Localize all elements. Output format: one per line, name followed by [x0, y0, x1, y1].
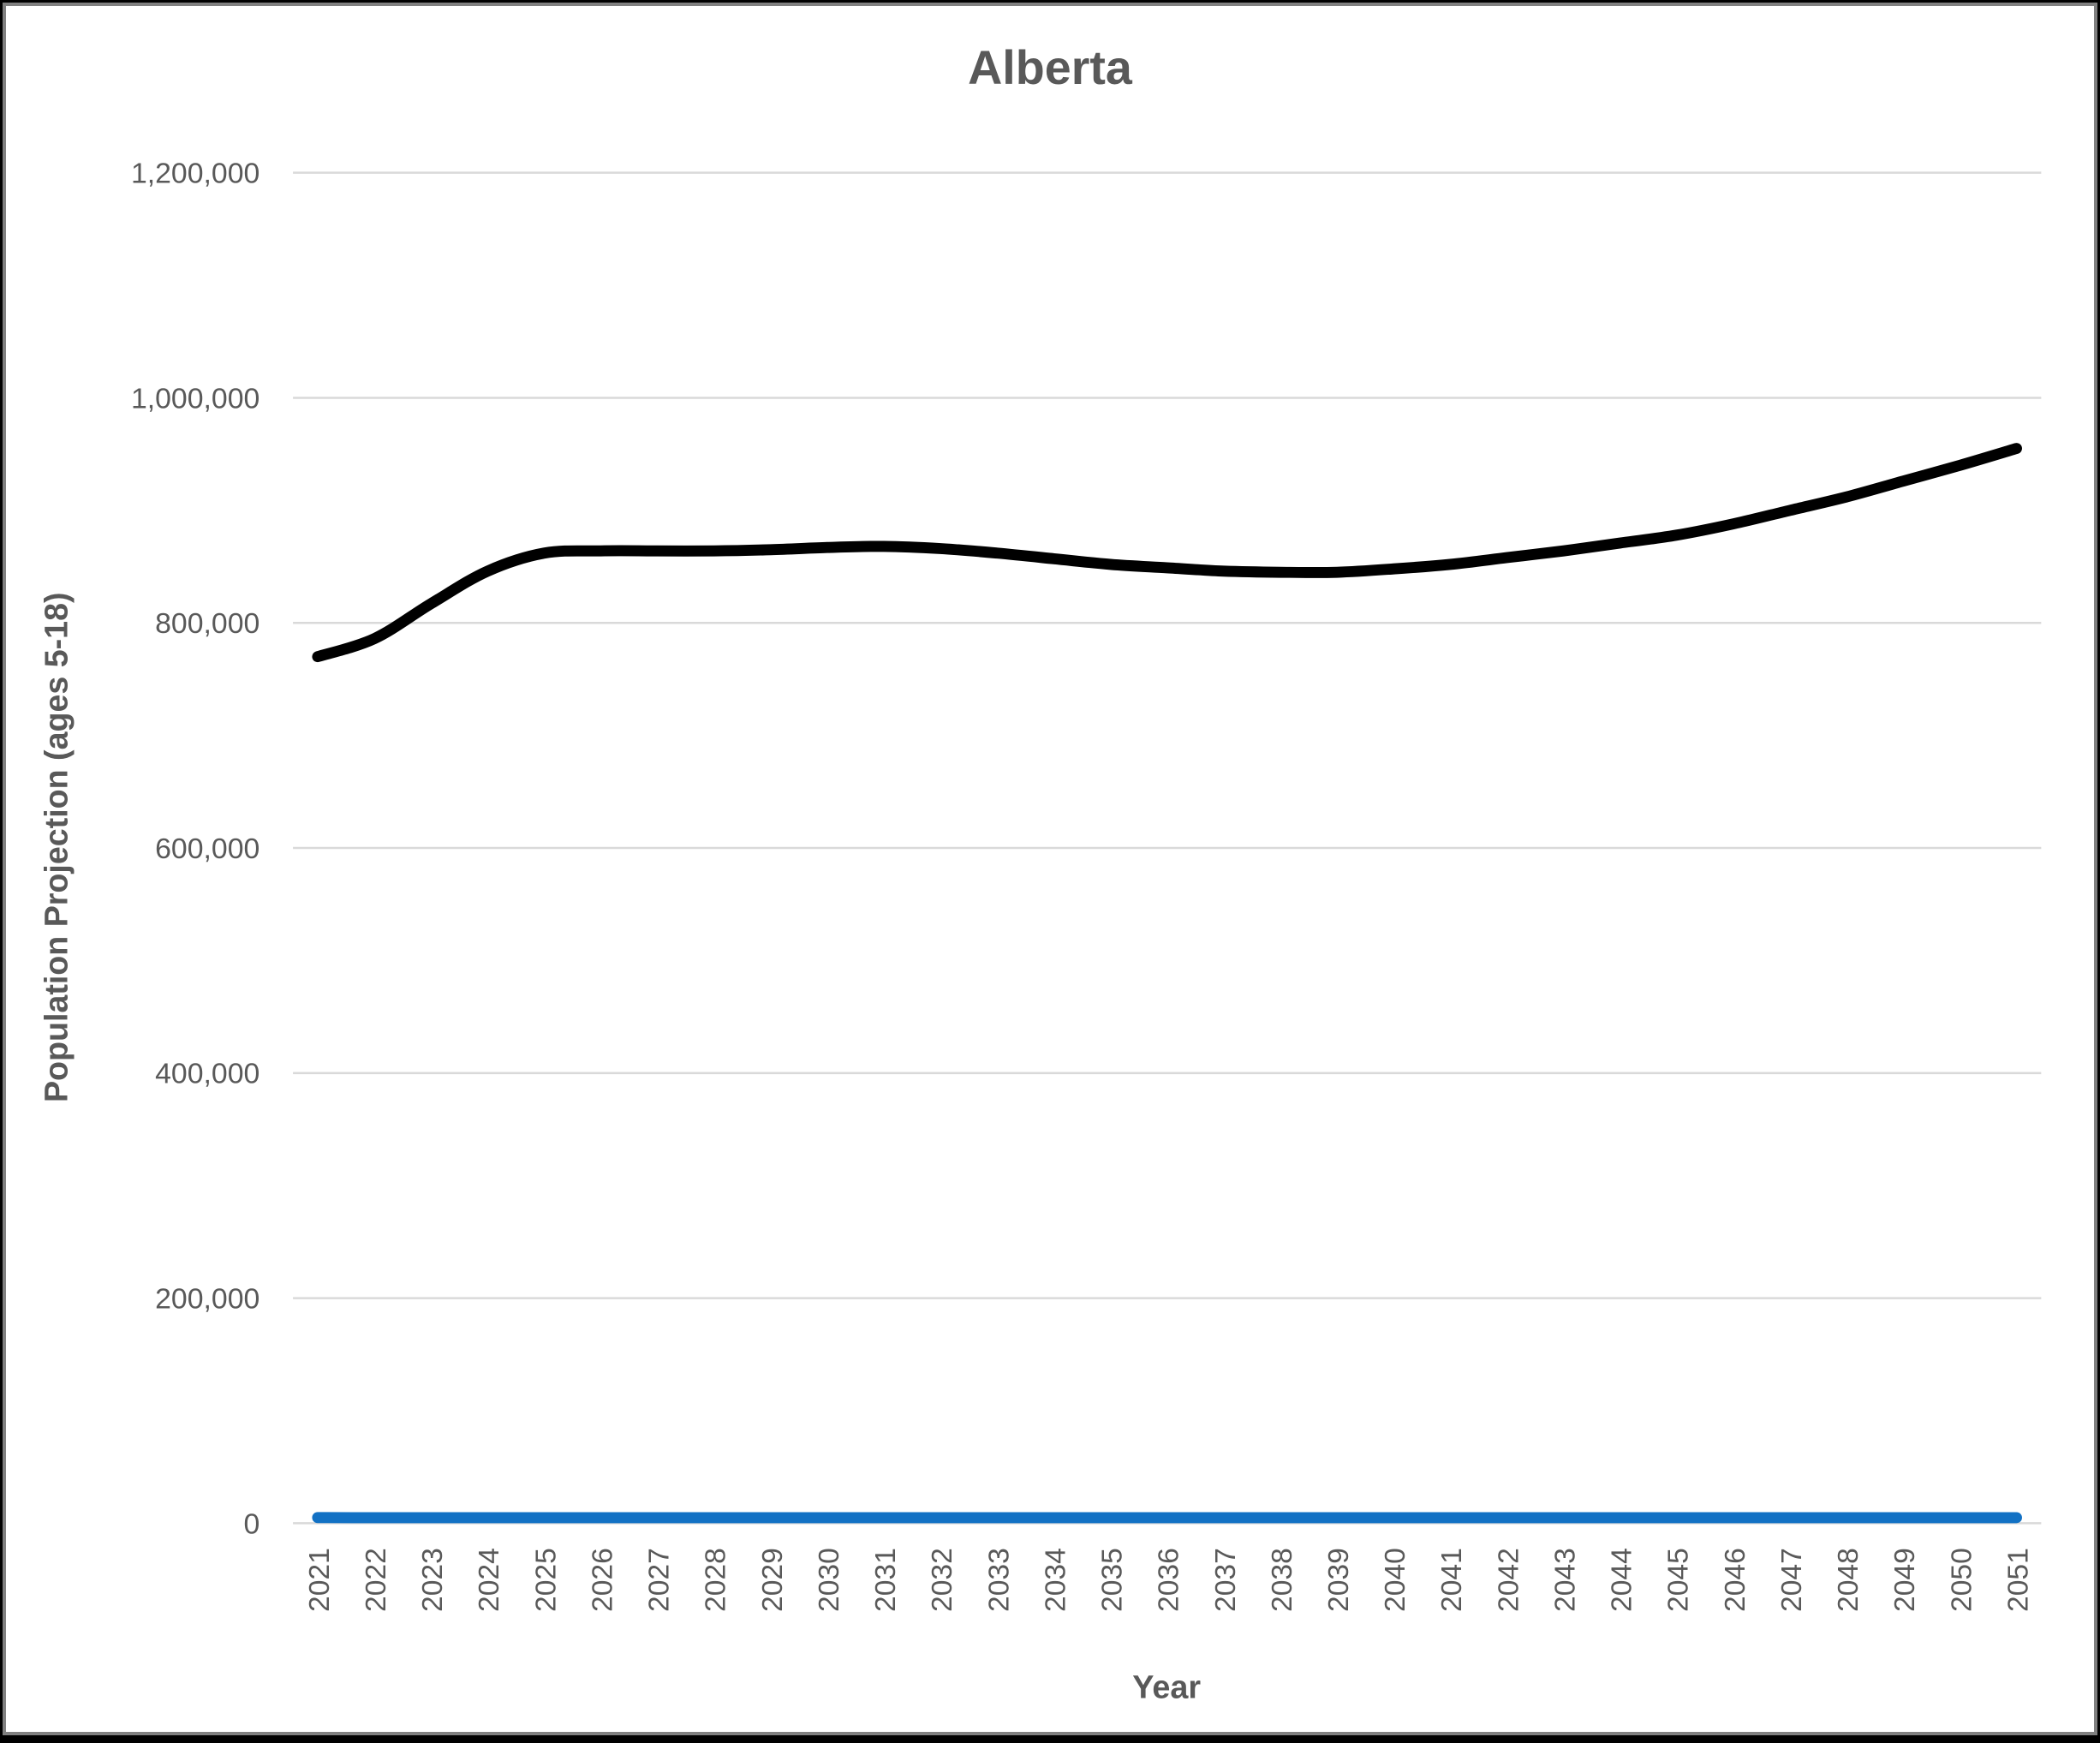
x-tick-label: 2035 [1095, 1548, 1128, 1612]
y-axis-tick-labels: 0 200,000 400,000 600,000 800,000 1,000,000 1,… [131, 158, 260, 1541]
x-tick-label: 2048 [1832, 1548, 1864, 1612]
x-tick-label: 2022 [360, 1548, 392, 1612]
x-tick-label: 2042 [1492, 1548, 1524, 1612]
y-tick-label: 1,000,000 [131, 382, 260, 415]
x-tick-label: 2051 [2002, 1548, 2034, 1612]
y-tick-label: 0 [243, 1507, 260, 1540]
y-tick-label: 400,000 [155, 1058, 260, 1090]
y-tick-label: 800,000 [155, 607, 260, 640]
x-tick-label: 2050 [1945, 1548, 1978, 1612]
alberta-line-chart: 0 200,000 400,000 600,000 800,000 1,000,000 1,… [39, 41, 2042, 1704]
gridlines [293, 171, 2042, 1525]
x-tick-label: 2028 [700, 1548, 732, 1612]
x-tick-label: 2044 [1606, 1548, 1638, 1612]
x-tick-label: 2049 [1888, 1548, 1921, 1612]
x-axis-tick-labels: 2021 2022 2023 2024 2025 2026 2027 2028 2029 2030… [303, 1548, 2035, 1612]
chart-title: Alberta [968, 41, 1133, 94]
y-tick-label: 600,000 [155, 833, 260, 865]
x-tick-label: 2031 [869, 1548, 902, 1612]
x-tick-label: 2030 [813, 1548, 845, 1612]
chart-frame: 0 200,000 400,000 600,000 800,000 1,000,000 1,… [3, 3, 2097, 1735]
x-tick-label: 2025 [529, 1548, 562, 1612]
y-tick-label: 1,200,000 [131, 158, 260, 190]
x-tick-label: 2041 [1435, 1548, 1468, 1612]
x-tick-label: 2032 [926, 1548, 958, 1612]
x-tick-label: 2024 [473, 1548, 505, 1612]
x-tick-label: 2034 [1039, 1548, 1071, 1612]
y-tick-label: 200,000 [155, 1283, 260, 1316]
x-tick-label: 2037 [1209, 1548, 1242, 1612]
x-tick-label: 2023 [416, 1548, 449, 1612]
x-tick-label: 2040 [1379, 1548, 1411, 1612]
x-tick-label: 2038 [1266, 1548, 1298, 1612]
x-axis-title: Year [1132, 1668, 1201, 1704]
x-tick-label: 2047 [1775, 1548, 1808, 1612]
x-tick-label: 2039 [1322, 1548, 1355, 1612]
x-tick-label: 2029 [756, 1548, 789, 1612]
x-tick-label: 2046 [1719, 1548, 1751, 1612]
series-lines [312, 443, 2022, 1524]
population-projection-line [312, 443, 2022, 663]
y-axis-title: Population Projection (ages 5-18) [39, 592, 75, 1102]
x-tick-label: 2027 [642, 1548, 675, 1612]
x-tick-label: 2021 [303, 1548, 336, 1612]
x-tick-label: 2033 [982, 1548, 1015, 1612]
x-tick-label: 2026 [586, 1548, 618, 1612]
x-tick-label: 2045 [1662, 1548, 1695, 1612]
x-tick-label: 2043 [1548, 1548, 1581, 1612]
x-tick-label: 2036 [1153, 1548, 1185, 1612]
